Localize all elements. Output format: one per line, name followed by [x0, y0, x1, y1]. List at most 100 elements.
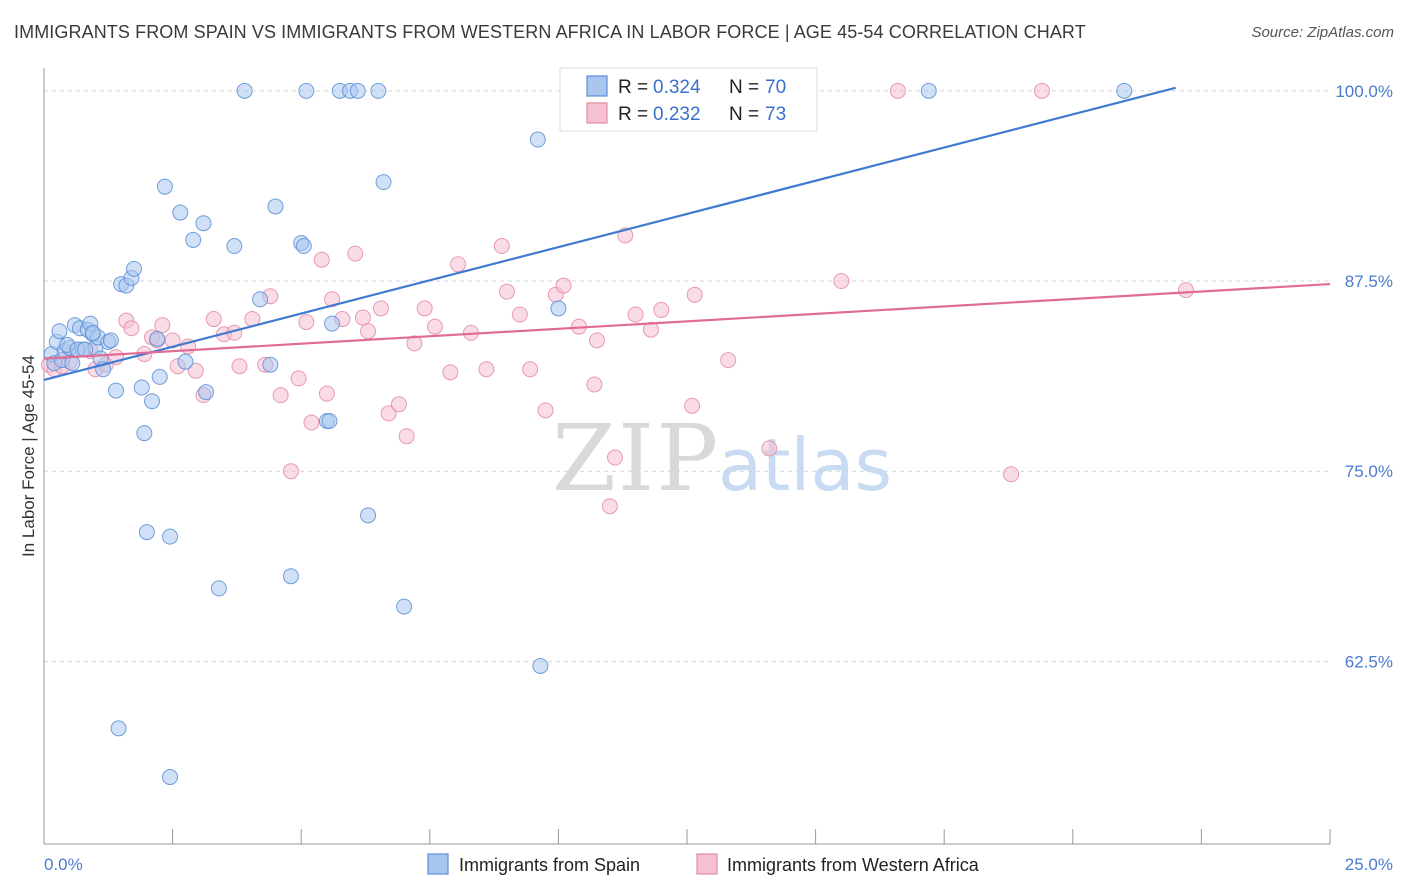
legend-swatch-spain — [586, 75, 608, 97]
legend-r-label-western-africa: R = — [618, 104, 648, 125]
chart-title: IMMIGRANTS FROM SPAIN VS IMMIGRANTS FROM… — [14, 22, 1086, 42]
legend-r-value-western-africa: 0.232 — [653, 104, 701, 125]
point-western-africa — [380, 405, 397, 422]
point-western-africa — [642, 321, 659, 338]
point-western-africa — [324, 291, 341, 308]
point-spain — [138, 524, 155, 541]
point-spain — [262, 356, 279, 373]
trend-lines — [43, 86, 1331, 381]
point-western-africa — [686, 286, 703, 303]
y-tick-labels: 100.0% 87.5% 75.0% 62.5% — [1335, 82, 1393, 672]
point-western-africa — [601, 498, 618, 515]
point-western-africa — [450, 256, 467, 273]
point-western-africa — [761, 440, 778, 457]
point-western-africa — [442, 364, 459, 381]
legend-n-value-western-africa: 73 — [765, 104, 786, 125]
point-spain — [144, 393, 161, 410]
point-spain — [64, 355, 81, 372]
bottom-legend-swatch-spain — [427, 853, 449, 875]
point-spain — [360, 507, 377, 524]
y-tick-label: 87.5% — [1345, 272, 1393, 291]
point-western-africa — [1177, 282, 1194, 299]
point-spain — [282, 568, 299, 585]
point-western-africa — [1033, 82, 1050, 99]
series-western-africa-points — [41, 82, 1194, 515]
y-tick-label: 100.0% — [1335, 82, 1393, 101]
bottom-legend: Immigrants from Spain Immigrants from We… — [427, 853, 980, 875]
point-spain — [529, 131, 546, 148]
legend-n-label-spain: N = — [729, 77, 759, 98]
point-spain — [172, 204, 189, 221]
point-western-africa — [318, 385, 335, 402]
point-western-africa — [537, 402, 554, 419]
point-western-africa — [398, 428, 415, 445]
point-spain — [267, 198, 284, 215]
point-western-africa — [347, 245, 364, 262]
point-western-africa — [164, 332, 181, 349]
point-spain — [162, 769, 179, 786]
legend-r-value-spain: 0.324 — [653, 77, 701, 98]
point-western-africa — [187, 362, 204, 379]
point-western-africa — [416, 300, 433, 317]
point-western-africa — [390, 396, 407, 413]
point-spain — [108, 382, 125, 399]
point-spain — [102, 332, 119, 349]
point-spain — [198, 384, 215, 401]
point-western-africa — [588, 332, 605, 349]
point-western-africa — [555, 277, 572, 294]
y-tick-label: 75.0% — [1345, 462, 1393, 481]
legend-n-value-spain: 70 — [765, 77, 786, 98]
legend-swatch-western-africa — [586, 102, 608, 124]
point-spain — [156, 178, 173, 195]
point-spain — [324, 315, 341, 332]
x-ticks — [43, 829, 1331, 844]
point-western-africa — [627, 306, 644, 323]
point-spain — [1116, 82, 1133, 99]
point-spain — [162, 528, 179, 545]
point-spain — [185, 231, 202, 248]
point-western-africa — [313, 251, 330, 268]
point-spain — [77, 341, 94, 358]
watermark-zip: ZIP — [552, 405, 720, 512]
point-western-africa — [290, 370, 307, 387]
point-spain — [550, 300, 567, 317]
x-tick-label-max: 25.0% — [1345, 855, 1393, 874]
point-western-africa — [231, 358, 248, 375]
point-spain — [236, 82, 253, 99]
trend-line-western-africa — [43, 282, 1331, 360]
point-spain — [370, 82, 387, 99]
point-western-africa — [123, 320, 140, 337]
point-spain — [84, 324, 101, 341]
gridlines — [44, 90, 1330, 662]
point-western-africa — [720, 352, 737, 369]
point-spain — [149, 330, 166, 347]
point-spain — [321, 413, 338, 430]
bottom-legend-label-western-africa: Immigrants from Western Africa — [727, 855, 980, 875]
point-western-africa — [498, 283, 515, 300]
point-spain — [210, 580, 227, 597]
watermark-atlas: atlas — [718, 423, 892, 507]
point-spain — [151, 368, 168, 385]
point-spain — [51, 323, 68, 340]
point-western-africa — [889, 82, 906, 99]
point-western-africa — [586, 376, 603, 393]
point-spain — [136, 425, 153, 442]
point-spain — [252, 291, 269, 308]
point-western-africa — [606, 449, 623, 466]
point-western-africa — [372, 300, 389, 317]
point-western-africa — [493, 238, 510, 255]
point-western-africa — [154, 317, 171, 334]
x-tick-label-min: 0.0% — [44, 855, 83, 874]
y-tick-label: 62.5% — [1345, 652, 1393, 671]
series-spain-points — [43, 82, 1133, 786]
point-spain — [295, 238, 312, 255]
point-spain — [298, 82, 315, 99]
point-western-africa — [303, 414, 320, 431]
point-spain — [195, 215, 212, 232]
point-western-africa — [426, 318, 443, 335]
point-western-africa — [833, 273, 850, 290]
point-spain — [396, 598, 413, 615]
legend-n-label-western-africa: N = — [729, 104, 759, 125]
point-spain — [375, 174, 392, 191]
